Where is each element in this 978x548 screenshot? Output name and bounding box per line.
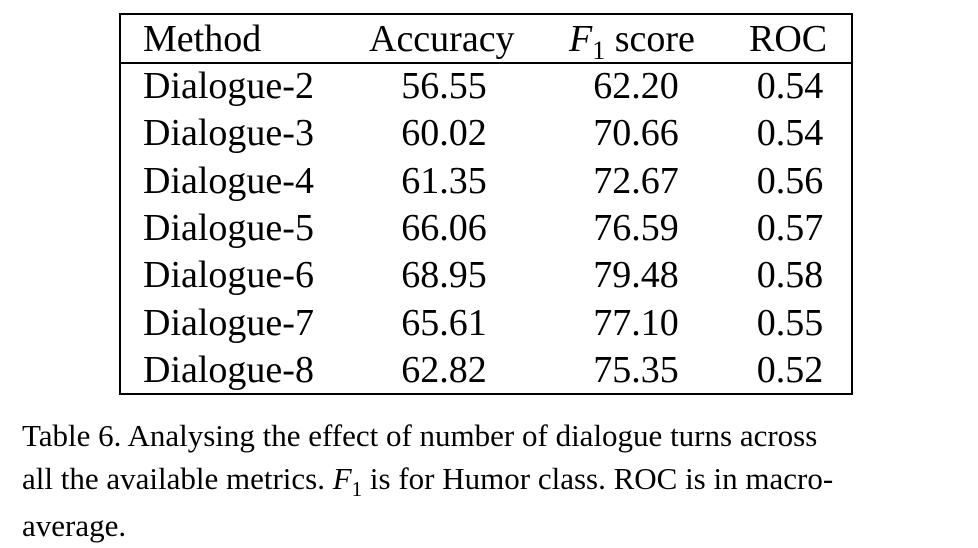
cell-roc: 0.52	[756, 349, 824, 391]
cell-accuracy: 60.02	[401, 112, 487, 154]
header-rule	[121, 62, 851, 64]
caption-f1-letter: F	[332, 461, 352, 496]
cell-f1: 76.59	[593, 207, 679, 249]
caption-line-2: all the available metrics. F1 is for Hum…	[22, 457, 962, 504]
cell-f1: 75.35	[593, 349, 679, 391]
table-row: Dialogue-5 66.06 76.59 0.57	[121, 206, 851, 250]
cell-method: Dialogue-3	[143, 112, 314, 154]
cell-accuracy: 66.06	[401, 207, 487, 249]
header-method: Method	[143, 18, 262, 60]
cell-f1: 77.10	[593, 302, 679, 344]
header-f1-letter: F	[569, 18, 593, 60]
cell-roc: 0.57	[756, 207, 824, 249]
header-f1-word: score	[605, 18, 695, 60]
cell-method: Dialogue-6	[143, 254, 314, 296]
cell-method: Dialogue-4	[143, 160, 314, 202]
table-row: Dialogue-6 68.95 79.48 0.58	[121, 253, 851, 297]
cell-accuracy: 65.61	[401, 302, 487, 344]
table-row: Dialogue-4 61.35 72.67 0.56	[121, 159, 851, 203]
cell-accuracy: 62.82	[401, 349, 487, 391]
caption-f1-subscript: 1	[351, 477, 363, 501]
header-f1-score: F1 score	[569, 17, 695, 65]
cell-roc: 0.58	[756, 254, 824, 296]
cell-roc: 0.54	[756, 112, 824, 154]
cell-f1: 72.67	[593, 160, 679, 202]
caption-line-2-end: is for Humor class. ROC is in macro-	[362, 461, 834, 496]
cell-roc: 0.54	[756, 65, 824, 107]
header-accuracy: Accuracy	[369, 18, 515, 60]
cell-method: Dialogue-7	[143, 302, 314, 344]
cell-accuracy: 68.95	[401, 254, 487, 296]
cell-roc: 0.55	[756, 302, 824, 344]
cell-accuracy: 56.55	[401, 65, 487, 107]
table-caption: Table 6. Analysing the effect of number …	[22, 414, 962, 547]
table-row: Dialogue-7 65.61 77.10 0.55	[121, 301, 851, 345]
header-roc: ROC	[749, 18, 828, 60]
header-f1-subscript: 1	[592, 36, 606, 65]
cell-method: Dialogue-2	[143, 65, 314, 107]
table-row: Dialogue-8 62.82 75.35 0.52	[121, 348, 851, 392]
cell-method: Dialogue-8	[143, 349, 314, 391]
cell-f1: 79.48	[593, 254, 679, 296]
cell-accuracy: 61.35	[401, 160, 487, 202]
caption-line-1: Table 6. Analysing the effect of number …	[22, 418, 818, 453]
table-header-row: Method Accuracy F1 score ROC	[121, 17, 851, 65]
caption-line-2-start: all the available metrics.	[22, 461, 333, 496]
caption-line-3: average.	[22, 508, 127, 543]
table-row: Dialogue-3 60.02 70.66 0.54	[121, 111, 851, 155]
results-table: Method Accuracy F1 score ROC Dialogue-2 …	[119, 13, 853, 395]
cell-roc: 0.56	[756, 160, 824, 202]
cell-f1: 70.66	[593, 112, 679, 154]
cell-method: Dialogue-5	[143, 207, 314, 249]
table-row: Dialogue-2 56.55 62.20 0.54	[121, 64, 851, 108]
cell-f1: 62.20	[593, 65, 679, 107]
